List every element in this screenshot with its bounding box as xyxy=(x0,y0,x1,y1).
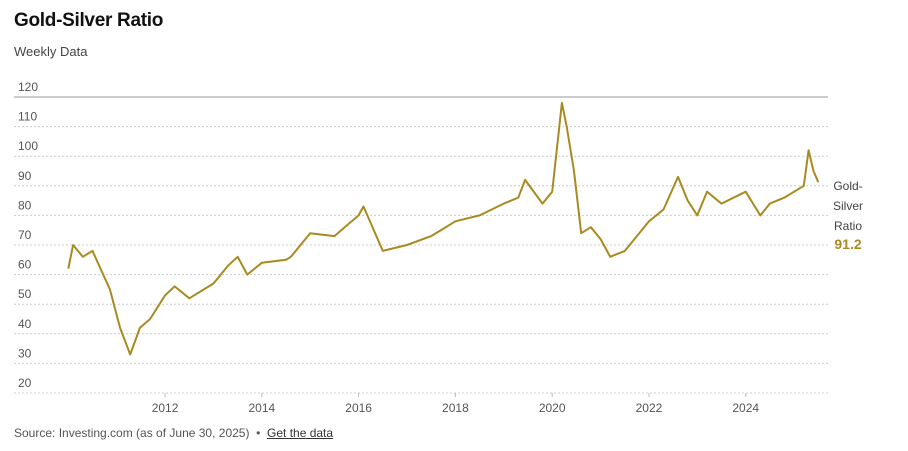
data-line xyxy=(67,101,820,356)
data-link[interactable]: Get the data xyxy=(267,426,334,440)
x-tick-label: 2018 xyxy=(442,401,469,415)
y-tick-label: 120 xyxy=(18,80,38,94)
x-tick-label: 2020 xyxy=(539,401,566,415)
y-tick-label: 20 xyxy=(18,376,32,390)
y-tick-label: 70 xyxy=(18,228,32,242)
y-tick-label: 60 xyxy=(18,258,32,272)
chart-title: Gold-Silver Ratio xyxy=(14,10,164,31)
y-tick-label: 90 xyxy=(18,169,32,183)
x-tick-label: 2016 xyxy=(345,401,372,415)
y-tick-label: 30 xyxy=(18,346,32,360)
x-tick-label: 2014 xyxy=(248,401,275,415)
y-tick-label: 110 xyxy=(18,110,37,124)
chart-subtitle: Weekly Data xyxy=(14,44,88,59)
y-tick-label: 100 xyxy=(18,139,38,153)
last-value-label: 91.2 xyxy=(834,236,862,252)
source: Source: Investing.com (as of June 30, 20… xyxy=(14,426,250,440)
x-tick-label: 2022 xyxy=(636,401,663,415)
series-label: Gold-Silver Ratio xyxy=(832,179,863,233)
y-tick-label: 40 xyxy=(18,317,32,331)
x-tick-label: 2024 xyxy=(732,401,759,415)
y-tick-label: 80 xyxy=(18,198,32,212)
y-tick-label: 50 xyxy=(18,287,32,301)
footer: Source: Investing.com (as of June 30, 20… xyxy=(14,426,334,440)
x-tick-label: 2012 xyxy=(152,401,179,415)
